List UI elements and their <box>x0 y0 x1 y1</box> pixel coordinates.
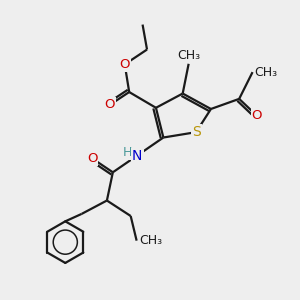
Text: S: S <box>192 125 200 139</box>
Text: CH₃: CH₃ <box>139 234 162 247</box>
Text: N: N <box>132 149 142 163</box>
Text: O: O <box>87 152 97 165</box>
Text: O: O <box>119 58 130 71</box>
Text: CH₃: CH₃ <box>254 66 277 79</box>
Text: O: O <box>105 98 115 111</box>
Text: CH₃: CH₃ <box>177 49 200 62</box>
Text: O: O <box>252 109 262 122</box>
Text: H: H <box>123 146 132 160</box>
